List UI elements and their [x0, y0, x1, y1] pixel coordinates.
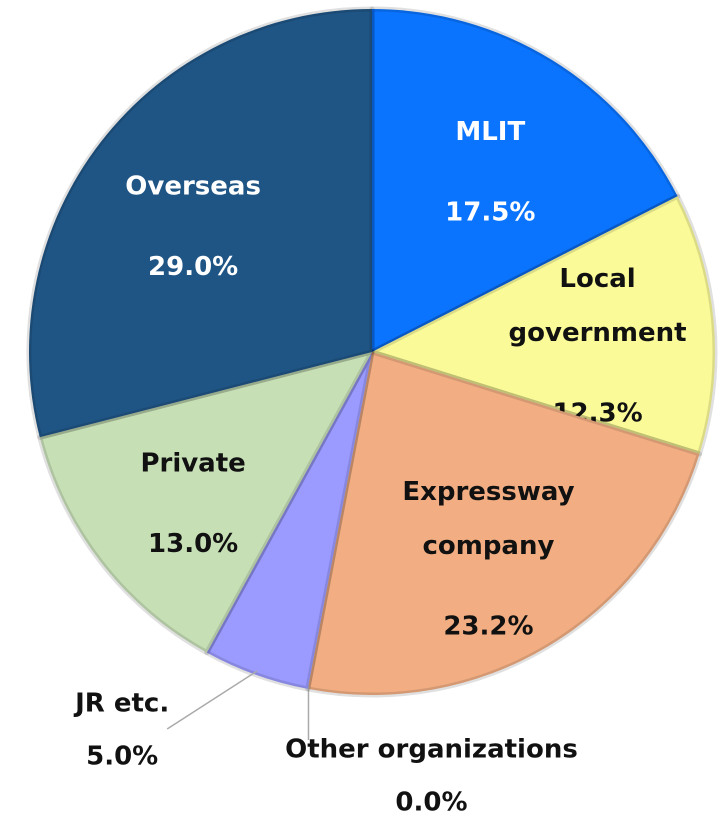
slice-label: Other organizations [285, 734, 578, 764]
slice-label: Local government [509, 263, 687, 347]
leader-line [166, 670, 258, 730]
value-label: 5.0% [86, 741, 158, 771]
value-label: 17.5% [445, 197, 535, 227]
pie-slice [37, 349, 375, 656]
value-label: 0.0% [395, 787, 467, 817]
pie-slice [305, 349, 703, 698]
value-label: 13.0% [148, 529, 238, 559]
slice-label: MLIT [455, 116, 525, 146]
slice-label: Expressway company [402, 477, 574, 561]
value-label: 29.0% [148, 252, 238, 282]
pie-slice [204, 349, 375, 692]
slice-label: JR etc. [73, 688, 169, 718]
pie-slice [369, 193, 718, 457]
pie-slice [26, 6, 375, 440]
pie-slice [369, 6, 681, 355]
slice-label: Overseas [125, 171, 261, 201]
value-label: 23.2% [443, 612, 533, 642]
slice-label: Private [140, 448, 245, 478]
